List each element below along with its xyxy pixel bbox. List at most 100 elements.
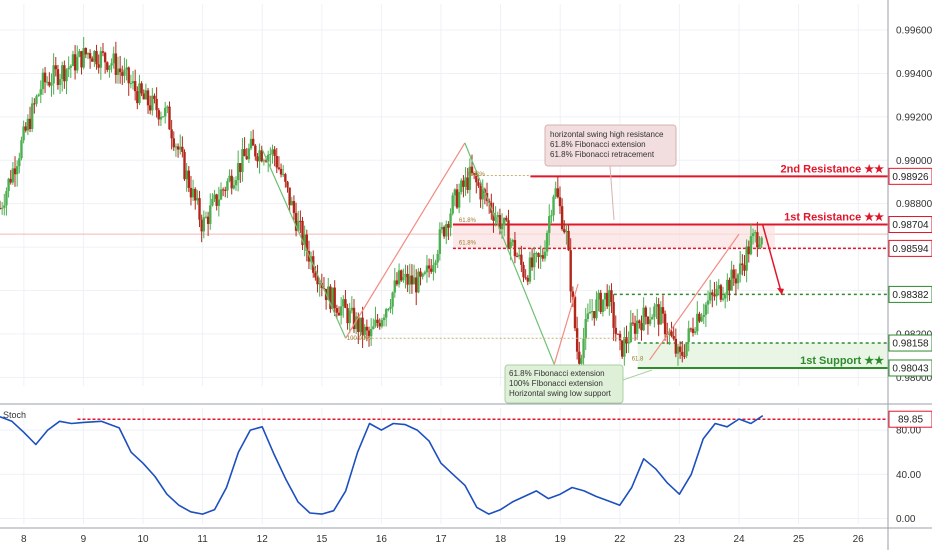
- candle-body: [627, 341, 630, 344]
- candle-body: [691, 328, 695, 333]
- candle-body: [348, 310, 351, 324]
- candle-body: [472, 173, 476, 175]
- candle-body: [625, 337, 628, 344]
- candle-body: [696, 313, 699, 332]
- candle-body: [498, 215, 502, 230]
- candle-body: [382, 317, 386, 321]
- candle-body: [651, 316, 654, 320]
- candle-body: [217, 199, 221, 206]
- candle-body: [245, 156, 248, 160]
- candle-body: [522, 264, 525, 278]
- candle-body: [103, 52, 107, 63]
- candle-body: [157, 110, 160, 120]
- candle-body: [301, 220, 304, 245]
- candle-body: [578, 351, 581, 364]
- candle-body: [400, 270, 403, 281]
- candle-body: [427, 265, 431, 269]
- x-tick-label: 22: [614, 534, 626, 545]
- candle-body: [294, 212, 298, 231]
- candle-body: [601, 299, 605, 313]
- candle-body: [492, 212, 495, 221]
- candle-body: [466, 177, 469, 190]
- candle-body: [251, 138, 255, 146]
- candle-body: [133, 81, 137, 92]
- level-lines: [452, 175, 888, 369]
- candle-body: [738, 263, 742, 275]
- candle-body: [191, 188, 195, 198]
- candle-body: [357, 316, 360, 332]
- candle-body: [93, 51, 96, 62]
- candle-body: [206, 216, 210, 224]
- candle-body: [172, 138, 175, 148]
- candle-body: [575, 328, 579, 352]
- x-tick-label: 23: [674, 534, 686, 545]
- candle-body: [136, 91, 139, 104]
- level-value: 0.98926: [892, 172, 929, 183]
- candle-body: [558, 197, 562, 207]
- candle-body: [410, 275, 414, 285]
- candle-body: [683, 355, 686, 357]
- candle-body: [419, 271, 422, 277]
- candle-body: [337, 312, 341, 316]
- candle-body: [608, 290, 611, 307]
- candle-body: [700, 317, 703, 322]
- candle-body: [569, 250, 572, 292]
- candle-body: [726, 279, 729, 296]
- y-tick-label: 0.98000: [896, 373, 932, 384]
- candle-body: [457, 192, 461, 208]
- osc-value-badge: [888, 410, 932, 428]
- candle-body: [708, 292, 712, 301]
- candle-body: [423, 272, 427, 274]
- candle-body: [215, 194, 218, 206]
- candle-body: [541, 255, 545, 259]
- candle-body: [533, 253, 536, 268]
- support-annotation-text: 61.8% Fibonacci extension: [509, 369, 605, 378]
- candle-body: [258, 150, 261, 162]
- candle-body: [387, 308, 390, 310]
- y-tick-label: 0.98800: [896, 199, 932, 210]
- candle-body: [496, 215, 499, 217]
- candle-body: [749, 236, 753, 255]
- candle-body: [279, 168, 283, 175]
- candle-body: [318, 283, 321, 285]
- candle-body: [69, 65, 73, 68]
- candle-body: [475, 174, 478, 183]
- candle-body: [620, 340, 624, 357]
- candle-body: [415, 277, 418, 293]
- candle-body: [633, 323, 637, 334]
- candle-body: [234, 180, 238, 186]
- candle-body: [67, 67, 70, 70]
- candle-body: [365, 326, 369, 331]
- candle-body: [224, 189, 227, 191]
- candle-body: [221, 189, 225, 191]
- candle-body: [202, 217, 206, 232]
- stochastic-pane: Stoch: [0, 410, 888, 515]
- candle-body: [511, 240, 514, 242]
- y-tick-label: 0.99200: [896, 112, 932, 123]
- level-label: 1st Resistance ★★: [784, 212, 884, 224]
- candle-body: [678, 346, 682, 352]
- candle-body: [455, 189, 459, 208]
- candle-body: [138, 83, 141, 104]
- swing-line-red: [345, 142, 466, 339]
- candle-body: [644, 307, 647, 317]
- candle-body: [50, 83, 53, 86]
- x-tick-label: 11: [197, 534, 208, 545]
- level-value-badge: [888, 239, 932, 257]
- candle-body: [299, 220, 302, 222]
- projection-arrowhead: [776, 287, 784, 295]
- candle-body: [106, 62, 109, 70]
- candle-body: [693, 331, 697, 333]
- candle-body: [52, 65, 55, 84]
- candle-body: [603, 292, 607, 300]
- candle-body: [159, 116, 163, 120]
- candle-body: [189, 187, 193, 198]
- candle-body: [659, 307, 663, 325]
- candle-body: [599, 292, 602, 313]
- candle-body: [247, 148, 251, 160]
- candle-body: [648, 319, 652, 325]
- candle-body: [146, 90, 150, 106]
- candle-body: [303, 234, 306, 245]
